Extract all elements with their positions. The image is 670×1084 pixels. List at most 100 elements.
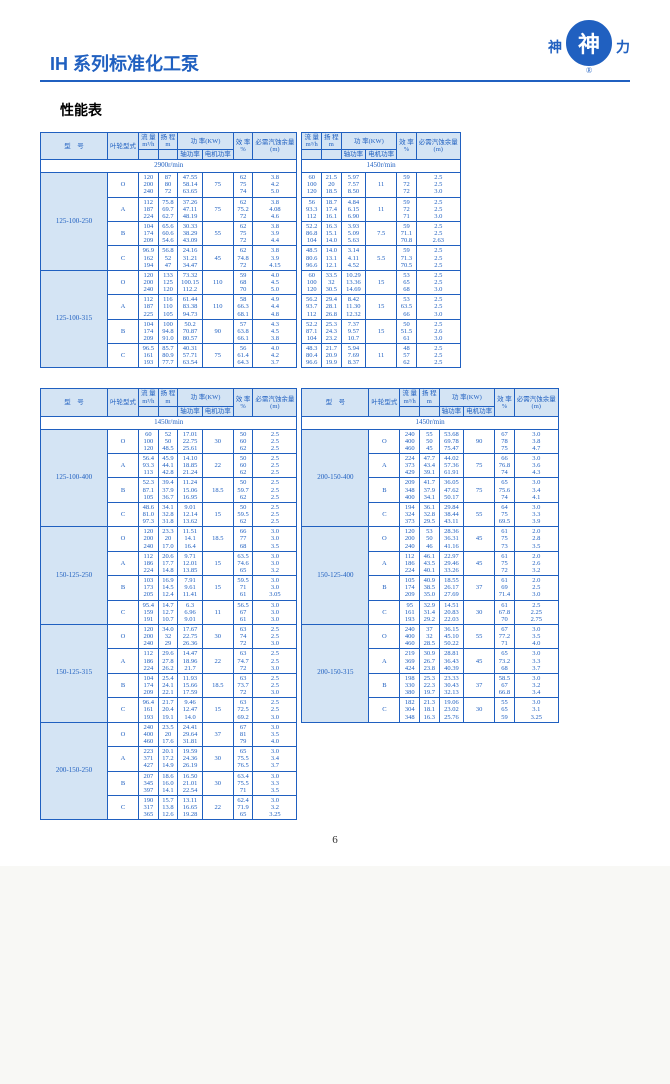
data-cell: 41.7 37.9 34.1 — [420, 478, 440, 502]
data-cell: 3.0 3.4 3.7 — [253, 747, 297, 771]
data-cell: 104 174 209 — [139, 221, 159, 245]
data-cell: 75 — [202, 173, 233, 197]
brand-right: 力 — [616, 41, 630, 56]
data-cell: A — [369, 454, 400, 478]
table-row: 60 100 12033.5 32 30.510.29 13.36 14.691… — [302, 270, 460, 294]
data-cell: C — [108, 344, 139, 368]
data-cell: 194 324 373 — [400, 502, 420, 526]
data-cell: 3.0 3.0 3.5 — [253, 527, 297, 551]
data-cell: 18.6 16.0 14.1 — [158, 771, 178, 795]
data-cell: 3.0 3.2 3.25 — [253, 795, 297, 819]
data-cell: 25.4 24.1 22.1 — [158, 673, 178, 697]
data-cell: 30.9 26.7 23.8 — [420, 649, 440, 673]
data-cell: 11.51 14.1 16.4 — [178, 527, 203, 551]
data-cell: 21.7 20.4 19.1 — [158, 698, 178, 722]
data-cell: 2.5 2.5 3.0 — [416, 173, 460, 197]
section-title: 性能表 — [60, 100, 630, 120]
data-cell: 18.5 — [202, 673, 233, 697]
data-cell: 11 — [366, 197, 397, 221]
data-cell: 56.2 93.7 112 — [302, 295, 322, 319]
data-cell: 120 200 240 — [400, 527, 420, 551]
data-cell: 28.36 36.31 41.16 — [439, 527, 464, 551]
data-cell: 67 81 79 — [233, 722, 253, 746]
data-cell: 125-100-400 — [41, 429, 108, 527]
data-cell: 50 51.5 61 — [397, 319, 417, 343]
data-cell: 112 186 224 — [139, 551, 159, 575]
data-cell: 53 65 68 — [397, 270, 417, 294]
data-cell: 63.4 75.5 71 — [233, 771, 253, 795]
table-row: 150-125-400O120 200 24053 50 4628.36 36.… — [302, 527, 558, 551]
data-cell: 40.9 38.5 35.0 — [420, 576, 440, 600]
data-cell: 65 75.6 74 — [495, 478, 515, 502]
data-cell: 105 174 209 — [400, 576, 420, 600]
data-cell: 7.5 — [366, 221, 397, 245]
data-cell: 112 186 224 — [400, 551, 420, 575]
data-cell: 14.7 12.7 10.7 — [158, 600, 178, 624]
data-cell: 85.7 80.9 77.7 — [158, 344, 178, 368]
data-cell: 37 — [202, 722, 233, 746]
data-cell: 45 — [464, 649, 495, 673]
data-cell: 125-100-250 — [41, 173, 108, 271]
data-cell: 61.44 83.38 94.73 — [178, 295, 203, 319]
table-row: 48.5 80.6 96.614.0 13.1 12.13.14 4.11 4.… — [302, 246, 460, 270]
data-cell: A — [369, 551, 400, 575]
data-cell: 3.0 3.5 4.0 — [253, 722, 297, 746]
data-cell: 95 161 193 — [400, 600, 420, 624]
data-cell: 224 373 429 — [400, 454, 420, 478]
data-cell: 240 400 460 — [400, 429, 420, 453]
data-cell: 100 94.8 91.0 — [158, 319, 178, 343]
data-cell: 4.9 4.4 4.8 — [253, 295, 297, 319]
data-cell: O — [108, 624, 139, 648]
data-cell: 37 — [464, 576, 495, 600]
data-cell: 2.5 2.5 2.5 — [253, 429, 297, 453]
data-cell: 33.5 32 30.5 — [322, 270, 342, 294]
data-cell: 3.8 4.2 5.0 — [253, 173, 297, 197]
data-cell: 62 75.2 72 — [233, 197, 253, 221]
data-cell: 14.0 13.1 12.1 — [322, 246, 342, 270]
data-cell: 2.5 2.5 2.5 — [416, 246, 460, 270]
data-cell: 48.6 81.0 97.3 — [139, 502, 159, 526]
data-cell: 3.0 3.3 3.9 — [514, 502, 558, 526]
data-cell: 22 — [202, 649, 233, 673]
data-cell: B — [108, 221, 139, 245]
data-cell: A — [108, 649, 139, 673]
data-cell: 120 200 240 — [139, 624, 159, 648]
data-cell: 30 — [464, 600, 495, 624]
data-cell: 65 75.5 76.5 — [233, 747, 253, 771]
data-cell: 120 200 240 — [139, 270, 159, 294]
data-cell: 5.97 7.57 8.50 — [341, 173, 366, 197]
data-cell: C — [108, 246, 139, 270]
data-cell: 67 78 75 — [495, 429, 515, 453]
data-cell: 59 68 70 — [233, 270, 253, 294]
data-cell: 65.6 60.6 54.6 — [158, 221, 178, 245]
data-cell: 59.5 71 61 — [233, 576, 253, 600]
data-cell: 11 — [366, 344, 397, 368]
table-row: 56.2 93.7 11229.4 28.1 26.88.42 11.30 12… — [302, 295, 460, 319]
data-cell: 62 74.8 72 — [233, 246, 253, 270]
data-cell: 50 60 62 — [233, 454, 253, 478]
data-cell: 30 — [202, 747, 233, 771]
data-cell: 45.9 44.1 42.8 — [158, 454, 178, 478]
data-cell: C — [369, 502, 400, 526]
data-cell: 15 — [366, 319, 397, 343]
rpm-1450-bl: 1450r/min — [41, 416, 297, 429]
data-cell: 2.5 2.5 2.5 — [253, 478, 297, 502]
data-cell: 2.5 2.5 3.0 — [253, 698, 297, 722]
data-cell: 2.5 2.5 3.0 — [416, 295, 460, 319]
data-cell: 56 93.3 112 — [302, 197, 322, 221]
data-cell: 110 — [202, 295, 233, 319]
data-cell: 75 — [202, 344, 233, 368]
data-cell: 23.5 20 17.6 — [158, 722, 178, 746]
data-cell: 44.02 57.36 61.91 — [439, 454, 464, 478]
data-cell: 25.3 22.3 19.7 — [420, 673, 440, 697]
data-cell: 2.5 2.5 3.0 — [416, 197, 460, 221]
data-cell: C — [108, 795, 139, 819]
data-cell: A — [108, 747, 139, 771]
data-cell: 75 — [202, 197, 233, 221]
data-cell: 59 71.1 70.8 — [397, 221, 417, 245]
data-cell: 96.4 161 193 — [139, 698, 159, 722]
data-cell: 56.8 52 47 — [158, 246, 178, 270]
data-cell: 55 65 59 — [495, 698, 515, 722]
table-bottom-left: 型 号 叶轮型式 流 量m³/h 扬 程m 功 率(KW) 效 率% 必需汽蚀余… — [40, 388, 297, 820]
table-row: 125-100-250O120 200 24087 80 7247.55 58.… — [41, 173, 297, 197]
